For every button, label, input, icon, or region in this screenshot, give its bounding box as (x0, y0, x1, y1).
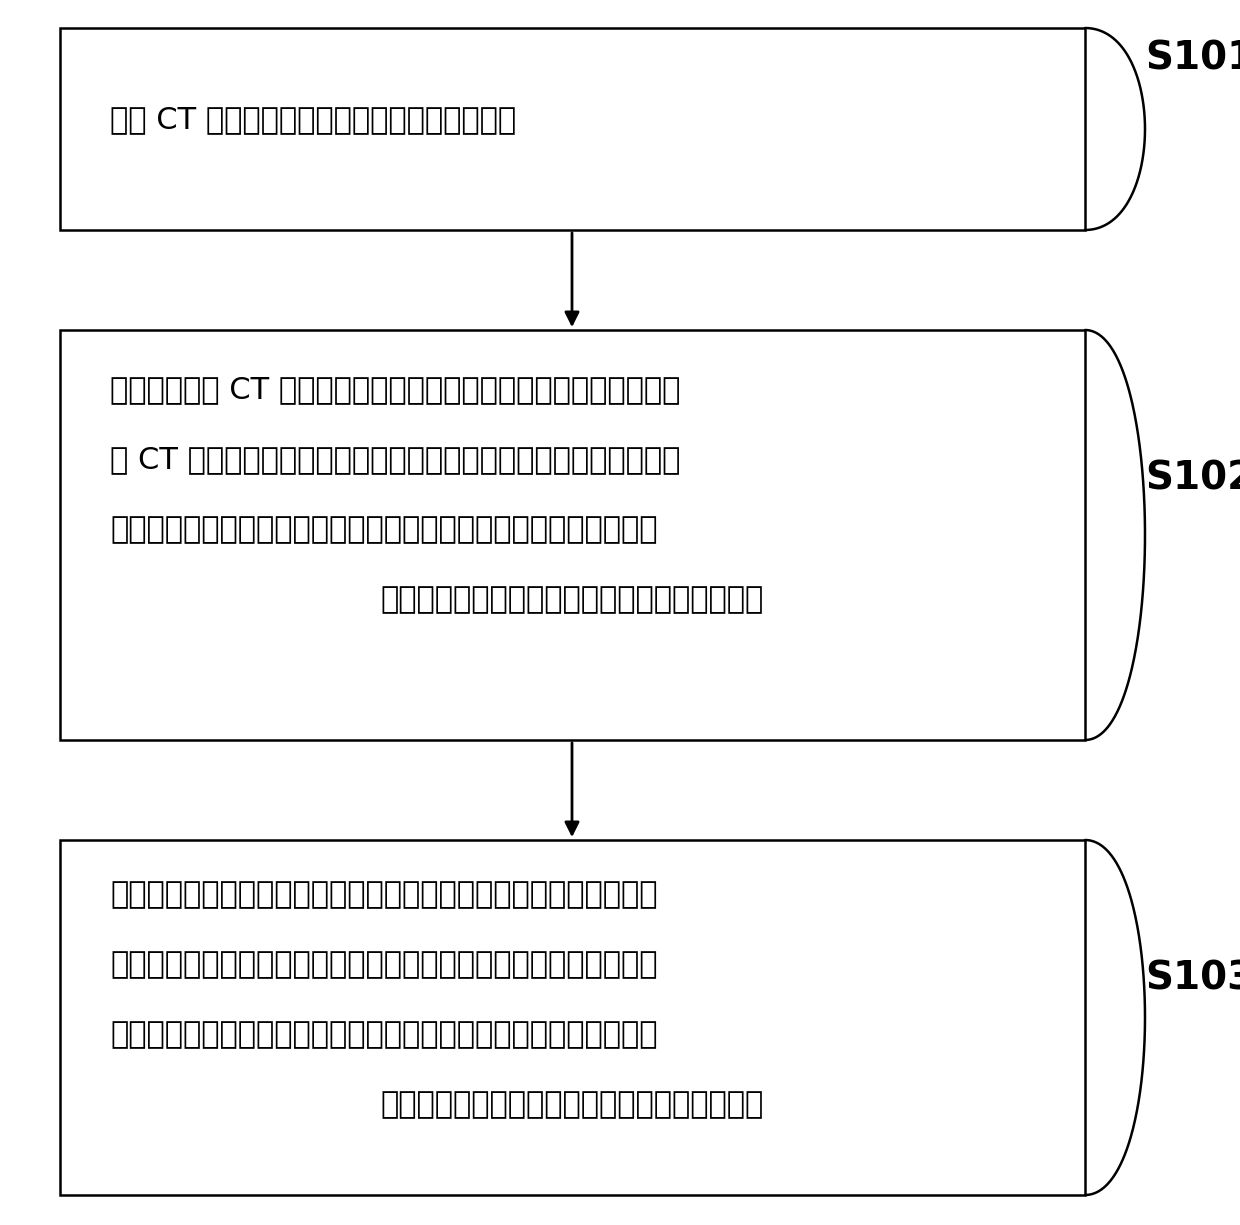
Text: 通过 CT 扫描仪获取肺叶的横断面图和冠状面图: 通过 CT 扫描仪获取肺叶的横断面图和冠状面图 (110, 105, 516, 135)
Text: S103: S103 (1146, 960, 1240, 998)
Text: 三维坐标系中的位置，在已有的三维肺叶模型中标注关键点，建立第: 三维坐标系中的位置，在已有的三维肺叶模型中标注关键点，建立第 (110, 951, 657, 980)
Bar (60, 28, 1085, 230)
Text: 将所述待检测 CT 图像输入训练好的卷积神经网络中，获得所述待检: 将所述待检测 CT 图像输入训练好的卷积神经网络中，获得所述待检 (110, 376, 681, 404)
Text: 横断面图上肺叶关键点的位置肺叶关键点的位置: 横断面图上肺叶关键点的位置肺叶关键点的位置 (381, 586, 764, 615)
Text: 测 CT 图像将所述冠状面图输入训练好的第一卷积神经网络中，将所: 测 CT 图像将所述冠状面图输入训练好的第一卷积神经网络中，将所 (110, 446, 681, 474)
Text: 根据所述肺叶关键点的位置建立第一三维坐标系，以确定病灶在第一: 根据所述肺叶关键点的位置建立第一三维坐标系，以确定病灶在第一 (110, 881, 657, 909)
Text: S101: S101 (1146, 40, 1240, 78)
Bar (60, 840, 1085, 1196)
Text: 述横断面图输入训练好的第二卷积神经网络中，获得所述冠状面图和: 述横断面图输入训练好的第二卷积神经网络中，获得所述冠状面图和 (110, 516, 657, 544)
Bar (60, 330, 1085, 740)
Text: 标系，以在三维肺叶模型中确定所述病灶的位置: 标系，以在三维肺叶模型中确定所述病灶的位置 (381, 1090, 764, 1120)
Text: S102: S102 (1146, 461, 1240, 499)
Text: 二三维坐标系，将病灶在第一三维坐标系中的位置映射到第二三维坐: 二三维坐标系，将病灶在第一三维坐标系中的位置映射到第二三维坐 (110, 1020, 657, 1050)
